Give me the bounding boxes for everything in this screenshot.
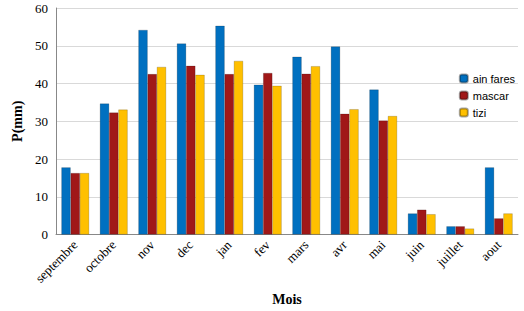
svg-text:40: 40	[35, 76, 48, 91]
svg-text:Mois: Mois	[272, 292, 302, 307]
svg-text:jan: jan	[212, 237, 235, 260]
svg-text:20: 20	[35, 152, 48, 167]
svg-text:dec: dec	[173, 237, 197, 261]
svg-text:mascar: mascar	[473, 90, 509, 102]
svg-text:50: 50	[35, 38, 48, 53]
svg-text:0: 0	[42, 227, 49, 242]
svg-text:60: 60	[35, 1, 48, 16]
svg-text:30: 30	[35, 114, 48, 129]
svg-text:mai: mai	[364, 237, 389, 262]
svg-text:ain fares: ain fares	[473, 73, 516, 85]
svg-text:septembre: septembre	[32, 237, 81, 286]
svg-text:octobre: octobre	[81, 237, 119, 275]
svg-text:10: 10	[35, 189, 48, 204]
svg-text:avr: avr	[328, 237, 351, 260]
svg-text:mars: mars	[283, 237, 311, 265]
svg-text:tizi: tizi	[473, 107, 486, 119]
svg-text:aout: aout	[478, 237, 505, 264]
svg-text:fev: fev	[251, 237, 274, 260]
svg-text:juillet: juillet	[433, 237, 466, 270]
svg-text:P(mm): P(mm)	[10, 100, 26, 142]
svg-text:juin: juin	[401, 237, 427, 263]
svg-text:nov: nov	[133, 237, 158, 262]
